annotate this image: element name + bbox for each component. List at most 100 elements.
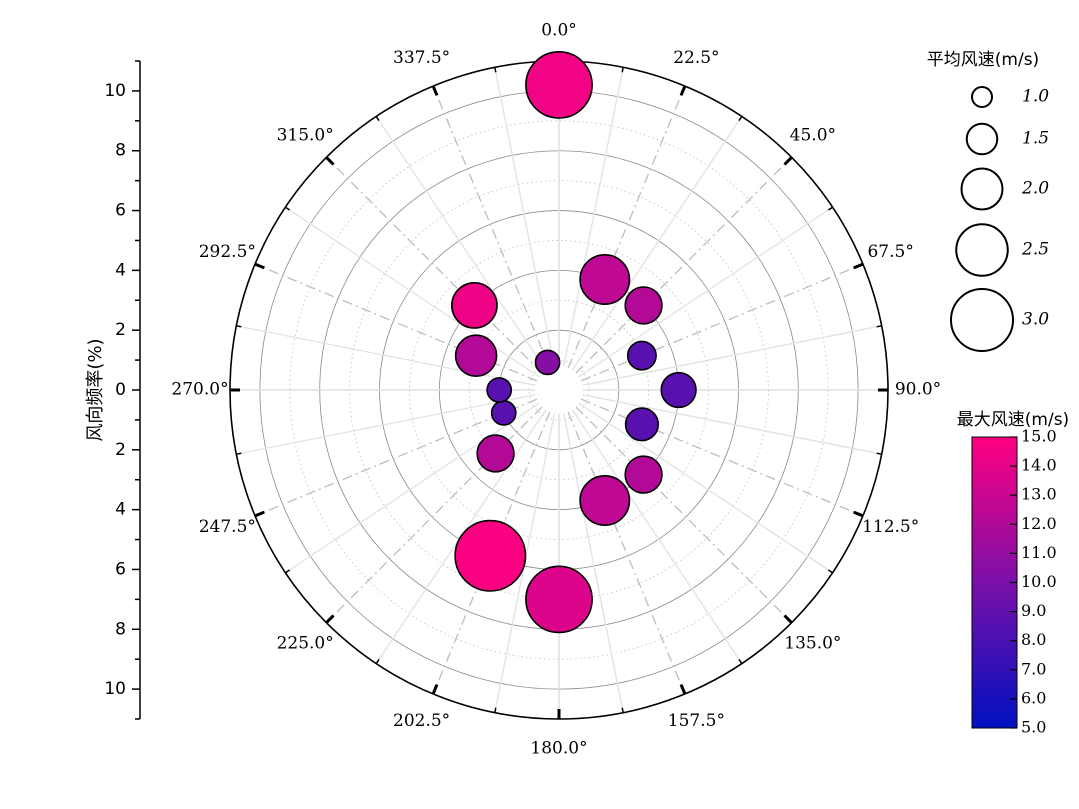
radial-tick-label: 6 bbox=[115, 201, 126, 221]
bubble-point bbox=[486, 377, 513, 403]
major-spoke bbox=[325, 406, 543, 624]
size-legend-label: 1.5 bbox=[1022, 129, 1049, 149]
radial-axis-title: 风向频率(%) bbox=[85, 338, 106, 441]
major-spoke bbox=[325, 156, 543, 374]
bubble-point bbox=[660, 371, 697, 409]
color-bar-tick-label: 8.0 bbox=[1021, 630, 1046, 649]
angular-tick-label: 67.5° bbox=[867, 242, 913, 262]
angular-tick-label: 180.0° bbox=[530, 739, 587, 759]
bubble-point bbox=[451, 282, 498, 329]
bubble-point bbox=[490, 399, 517, 426]
angular-major-tick bbox=[679, 85, 687, 96]
color-bar: 最大风速(m/s) 15.0 14.0 13.0 12.0 11.0 10.0 9.0 8.0… bbox=[957, 410, 1069, 737]
bubble-point bbox=[579, 253, 631, 305]
color-bar-tick-label: 10.0 bbox=[1021, 572, 1057, 591]
angular-minor-tick bbox=[738, 658, 743, 664]
major-spoke bbox=[254, 263, 538, 382]
radial-tick-label: 6 bbox=[115, 559, 126, 579]
angular-tick-label: 157.5° bbox=[668, 711, 725, 731]
radial-tick-label: 10 bbox=[104, 81, 126, 101]
bubble-point bbox=[624, 286, 663, 325]
color-bar-title: 最大风速(m/s) bbox=[957, 410, 1069, 430]
major-spoke bbox=[567, 411, 686, 695]
radial-axis: 10 8 6 4 2 0 2 4 6 8 10 bbox=[104, 60, 141, 720]
angular-minor-tick bbox=[375, 116, 380, 122]
bubble-point bbox=[525, 51, 593, 119]
minor-spoke bbox=[578, 206, 833, 378]
angular-major-tick bbox=[853, 510, 864, 518]
radial-tick-label: 8 bbox=[115, 141, 126, 161]
angular-major-tick bbox=[679, 684, 687, 695]
size-legend-label: 1.0 bbox=[1022, 87, 1049, 107]
angular-major-tick bbox=[853, 262, 864, 270]
major-spoke bbox=[254, 398, 538, 517]
angular-minor-tick bbox=[827, 569, 833, 574]
major-spoke bbox=[575, 156, 793, 374]
size-legend-label: 2.0 bbox=[1021, 179, 1049, 199]
angular-tick-label: 247.5° bbox=[199, 517, 256, 537]
angular-tick-label: 337.5° bbox=[393, 48, 450, 68]
minor-spoke bbox=[236, 325, 536, 387]
size-legend-marker bbox=[965, 122, 999, 156]
angular-tick-label: 0.0° bbox=[541, 21, 577, 41]
angular-tick-label: 90.0° bbox=[895, 380, 941, 400]
angular-tick-label: 225.0° bbox=[277, 633, 334, 653]
angular-tick-label: 270.0° bbox=[171, 380, 228, 400]
minor-spoke bbox=[578, 402, 833, 574]
radial-tick-label: 0 bbox=[115, 380, 126, 400]
bubble-point bbox=[525, 565, 593, 634]
major-spoke bbox=[432, 411, 551, 695]
color-bar-tick-label: 14.0 bbox=[1021, 456, 1057, 475]
angular-minor-tick bbox=[285, 206, 291, 211]
angular-tick-label: 22.5° bbox=[673, 48, 719, 68]
angular-major-tick bbox=[783, 614, 793, 624]
color-bar-tick-label: 12.0 bbox=[1021, 514, 1057, 533]
bubble-series bbox=[451, 51, 697, 634]
size-legend-marker bbox=[955, 223, 1009, 277]
angular-major-tick bbox=[325, 156, 335, 166]
angular-minor-tick bbox=[236, 325, 242, 328]
polar-grid bbox=[229, 60, 889, 720]
angular-minor-tick bbox=[827, 206, 833, 211]
angular-minor-tick bbox=[621, 707, 624, 713]
angular-minor-tick bbox=[236, 452, 242, 455]
angular-tick-label: 292.5° bbox=[199, 242, 256, 262]
color-bar-tick-label: 5.0 bbox=[1021, 718, 1046, 737]
minor-spoke bbox=[582, 325, 882, 387]
color-bar-tick-label: 15.0 bbox=[1021, 427, 1057, 446]
angular-major-tick bbox=[783, 156, 793, 166]
color-bar-tick-label: 11.0 bbox=[1021, 543, 1057, 562]
minor-spoke bbox=[562, 67, 624, 367]
radial-tick-label: 8 bbox=[115, 619, 126, 639]
size-legend: 平均风速(m/s) 1.0 1.5 2.0 2.5 3.0 bbox=[927, 50, 1049, 352]
angular-tick-labels: 0.0° 22.5° 45.0° 67.5° 90.0° 112.5° 135.0° 157.… bbox=[171, 21, 941, 759]
angular-major-tick bbox=[431, 684, 439, 695]
major-spoke bbox=[580, 398, 864, 517]
major-spoke bbox=[432, 85, 551, 369]
radial-tick-label: 4 bbox=[115, 260, 126, 280]
angular-minor-tick bbox=[494, 67, 497, 73]
angular-minor-tick bbox=[375, 658, 380, 664]
angular-tick-label: 135.0° bbox=[784, 633, 841, 653]
angular-minor-tick bbox=[876, 452, 882, 455]
angular-minor-tick bbox=[285, 569, 291, 574]
minor-spoke bbox=[375, 116, 547, 371]
major-spoke bbox=[575, 406, 793, 624]
bubble-point bbox=[624, 455, 663, 494]
bubble-point bbox=[454, 519, 527, 592]
bubble-point bbox=[454, 334, 498, 377]
radial-tick-label: 2 bbox=[115, 320, 126, 340]
size-legend-marker bbox=[950, 288, 1014, 352]
angular-minor-tick bbox=[621, 67, 624, 73]
minor-spoke bbox=[285, 206, 540, 378]
minor-spoke bbox=[582, 393, 882, 455]
angular-tick-label: 315.0° bbox=[277, 126, 334, 146]
bubble-point bbox=[579, 475, 631, 527]
bubble-point bbox=[624, 407, 659, 442]
angular-minor-tick bbox=[738, 116, 743, 122]
minor-spoke bbox=[571, 409, 743, 664]
color-bar-tick-label: 13.0 bbox=[1021, 485, 1057, 504]
minor-spoke bbox=[285, 402, 540, 574]
angular-major-tick bbox=[431, 85, 439, 96]
